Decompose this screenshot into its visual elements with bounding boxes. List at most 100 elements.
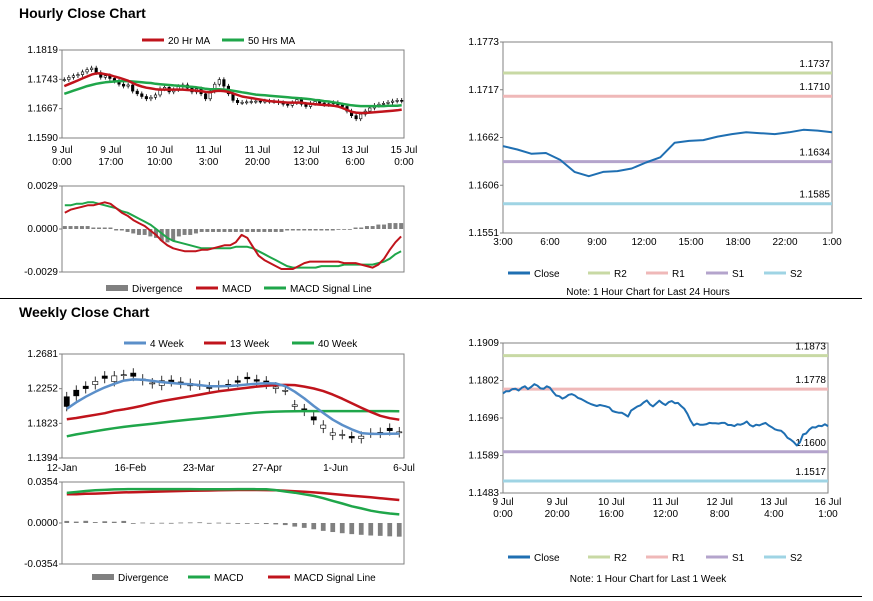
hourly-divergence-bar: [74, 226, 79, 229]
weekly-divergence-bar: [225, 522, 231, 524]
weekly-candle-body: [358, 435, 365, 439]
hourly-divergence-bar: [336, 229, 341, 230]
weekly-1w-legend-r2: R2: [614, 553, 627, 564]
hourly-candle-body: [249, 101, 253, 103]
hourly-candle-body: [135, 90, 139, 95]
hourly-candle-body: [90, 67, 94, 70]
weekly-legend-macd: MACD: [214, 573, 243, 584]
weekly-1w-x-tick-label: 13 Jul: [760, 497, 787, 508]
hourly-24h-level-label: 1.1737: [799, 59, 830, 70]
hourly-24h-y-tick-label: 1.1662: [468, 133, 499, 144]
weekly-divergence-bar: [121, 520, 127, 523]
hourly-divergence-bar: [325, 229, 330, 231]
weekly-candle-body: [339, 434, 346, 436]
weekly-1w-close-line: [502, 383, 829, 447]
weekly-1w-note: Note: 1 Hour Chart for Last 1 Week: [570, 574, 728, 585]
hourly-candle-body: [222, 79, 226, 87]
hourly-candle-body: [386, 101, 390, 104]
hourly-candle-body: [85, 69, 89, 73]
hourly-divergence-bar: [347, 229, 352, 230]
hourly-divergence-bar: [228, 229, 233, 232]
weekly-divergence-bar: [159, 522, 165, 524]
hourly-24h-x-tick-label: 18:00: [725, 237, 750, 248]
weekly-1w-level-label: 1.1778: [795, 375, 826, 386]
hourly-candle-body: [204, 93, 208, 100]
weekly-legend-4w: 4 Week: [150, 339, 185, 350]
hourly-divergence-bar: [182, 229, 187, 235]
weekly-candle-body: [111, 375, 118, 382]
hourly-divergence-bar: [114, 229, 119, 231]
weekly-1w-level-label: 1.1873: [795, 342, 826, 353]
hourly-section-title: Hourly Close Chart: [19, 5, 146, 21]
hourly-price-frame: [61, 49, 405, 139]
hourly-candle-body: [240, 101, 244, 104]
hourly-divergence-bar: [302, 229, 307, 231]
hourly-price-x-tick-label: 12 Jul: [293, 145, 320, 156]
weekly-1w-x-tick-label: 9 Jul: [547, 497, 568, 508]
weekly-divergence-bar: [244, 523, 250, 524]
hourly-candle-body: [354, 115, 358, 120]
weekly-divergence-bar: [206, 522, 212, 524]
weekly-divergence-bar: [64, 520, 70, 523]
weekly-1w-frame: [502, 342, 829, 494]
weekly-divergence-bar: [254, 523, 260, 524]
weekly-40w-line: [66, 409, 400, 438]
weekly-legend-divergence-swatch: [92, 574, 114, 580]
hourly-24h-x-tick-label: 15:00: [678, 237, 703, 248]
weekly-divergence-bar: [387, 523, 393, 537]
hourly-candle-body: [368, 107, 372, 112]
weekly-legend-divergence: Divergence: [118, 573, 169, 584]
weekly-divergence-bar: [111, 521, 117, 523]
weekly-divergence-bar: [282, 523, 288, 526]
hourly-divergence-bar: [199, 229, 204, 232]
weekly-1w-x-tick-label: 12 Jul: [706, 497, 733, 508]
weekly-divergence-bar: [368, 523, 374, 536]
weekly-macd-y-tick-label: 0.0354: [27, 477, 58, 488]
hourly-divergence-bar: [62, 226, 67, 229]
hourly-candle-body: [395, 100, 399, 102]
weekly-1w-y-tick-label: 1.1589: [468, 451, 499, 462]
hourly-24h-y-tick-label: 1.1606: [468, 180, 499, 191]
weekly-candle-body: [82, 385, 89, 389]
weekly-1w-x-tick-label: 16 Jul: [815, 497, 842, 508]
hourly-divergence-bar: [97, 227, 102, 229]
weekly-divergence-bar: [263, 523, 269, 525]
hourly-legend-ma50: 50 Hrs MA: [248, 36, 296, 47]
hourly-divergence-bar: [233, 229, 238, 232]
hourly-24h-legend-s2: S2: [790, 269, 803, 280]
hourly-divergence-bar: [131, 229, 136, 234]
bottom-divider: [0, 596, 862, 597]
hourly-candle-body: [131, 84, 135, 92]
weekly-macd-line: [66, 487, 400, 516]
hourly-24h-legend-s1: S1: [732, 269, 745, 280]
hourly-price-x-tick-label: 9 Jul: [100, 145, 121, 156]
hourly-divergence-bar: [330, 229, 335, 231]
hourly-divergence-bar: [211, 229, 216, 232]
hourly-divergence-bar: [119, 229, 124, 231]
hourly-legend-divergence-swatch: [106, 285, 128, 291]
weekly-1w-level-label: 1.1600: [795, 438, 826, 449]
weekly-1w-x-tick-label: 9 Jul: [492, 497, 513, 508]
hourly-divergence-bar: [108, 227, 113, 229]
hourly-candle-body: [94, 67, 98, 73]
hourly-divergence-bar: [222, 229, 227, 232]
hourly-divergence-bar: [273, 229, 278, 232]
weekly-1w-legend-close: Close: [534, 553, 560, 564]
hourly-macd-line: [64, 201, 402, 270]
hourly-candle-body: [71, 75, 75, 78]
weekly-4w-line: [66, 378, 400, 436]
weekly-1w-legend-s1: S1: [732, 553, 745, 564]
weekly-candle-body: [244, 376, 251, 380]
hourly-divergence-bar: [370, 226, 375, 229]
hourly-24h-x-tick-label: 22:00: [772, 237, 797, 248]
hourly-divergence-bar: [239, 229, 244, 232]
weekly-divergence-bar: [168, 522, 174, 524]
hourly-price-y-tick-label: 1.1590: [27, 133, 58, 144]
hourly-price-x-tick-label: 11 Jul: [244, 145, 270, 156]
hourly-divergence-bar: [142, 229, 147, 235]
weekly-1w-y-tick-label: 1.1696: [468, 413, 499, 424]
weekly-divergence-bar: [216, 522, 222, 524]
hourly-24h-x-tick-label: 12:00: [631, 237, 656, 248]
weekly-price-frame: [61, 353, 405, 459]
